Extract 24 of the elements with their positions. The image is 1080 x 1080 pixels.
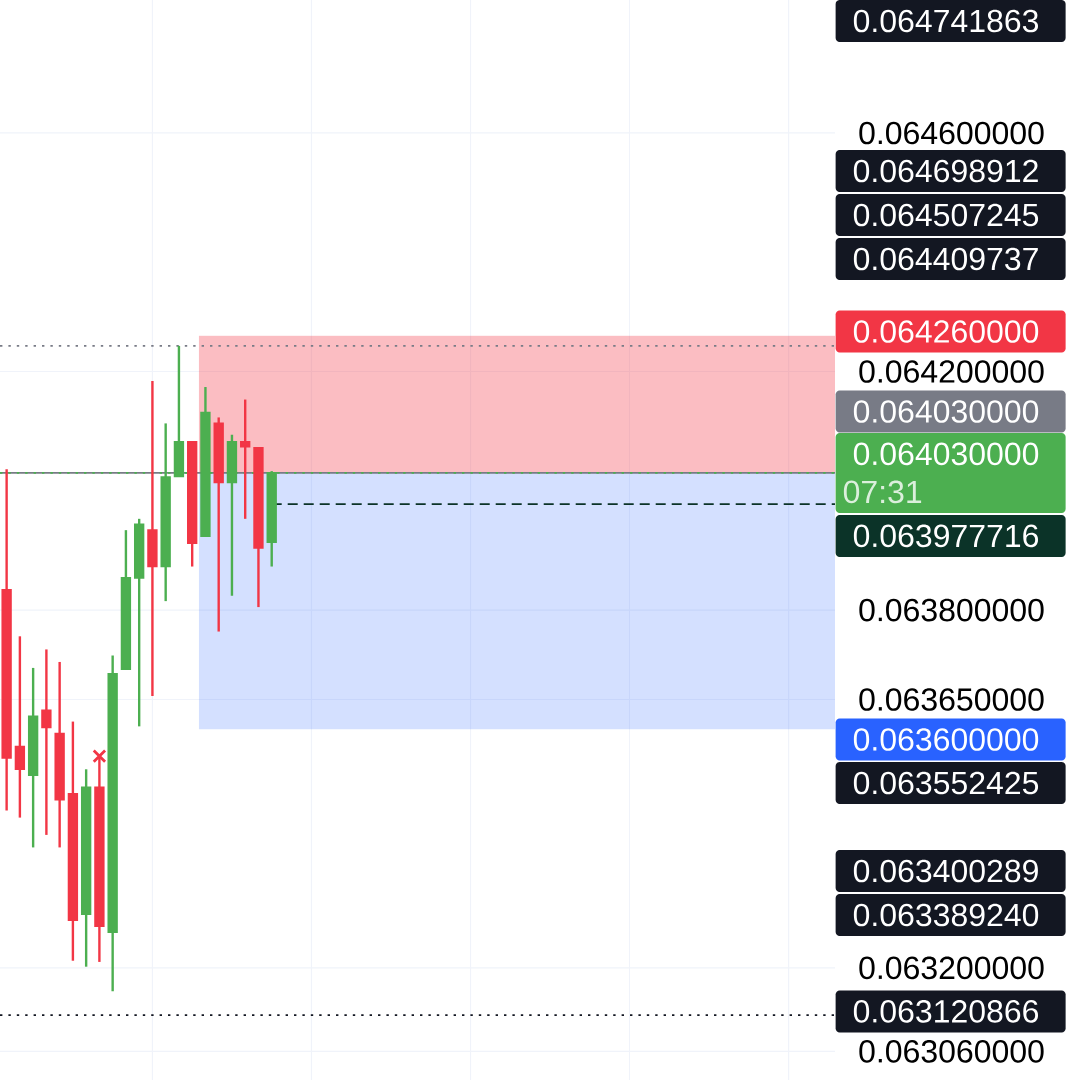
text: 0.064507245 [853,203,1039,227]
candlestick [41,648,52,837]
y-tick-label: 0.063650000 [859,688,1044,711]
candlestick [240,398,251,521]
y-tick-label: 0.064200000 [859,360,1044,383]
text: 0.064741863 [853,9,1039,33]
candlestick [147,379,158,698]
y-tick-label: 0.063060000 [859,1040,1044,1063]
ref-line-label: 0.063120866 [853,1000,1039,1023]
ref-line-label: 0.064030000 [853,442,1039,466]
ref-line-label: 0.064030000 [853,400,1039,423]
ref-line-label: 0.063977716 [853,524,1039,548]
text: 07:31 [843,480,922,504]
text: 0.063552425 [853,771,1039,795]
text: 0.064698912 [853,159,1038,183]
candlestick [14,635,26,819]
text: 0.063400289 [853,859,1038,883]
y-tick-label: 0.063200000 [859,956,1044,980]
band-label: 0.064260000 [853,320,1039,343]
y-tick-label: 0.064600000 [859,121,1044,145]
band-label: 0.063600000 [853,728,1039,751]
text: 0.064409737 [853,247,1038,271]
text: 0.063389240 [853,903,1039,927]
y-tick-label: 0.063800000 [859,598,1044,622]
